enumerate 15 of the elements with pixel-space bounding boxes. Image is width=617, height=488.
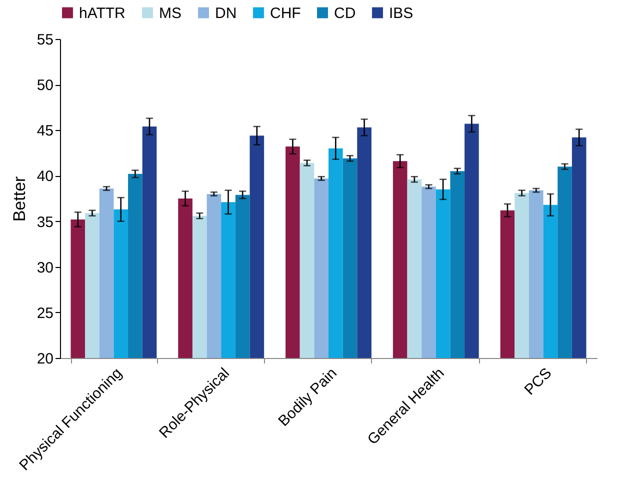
y-tick-label: 25 (36, 304, 54, 322)
y-tick-label: 50 (36, 77, 54, 94)
y-tick-label: 55 (36, 32, 54, 48)
y-tick-label: 20 (36, 350, 54, 368)
y-tick-label: 35 (36, 214, 54, 231)
legend-label: hATTR (79, 4, 126, 22)
legend-label: DN (215, 4, 237, 22)
y-tick-label: 30 (36, 259, 54, 276)
legend-label: MS (159, 4, 182, 22)
y-axis-title: Better (10, 176, 29, 222)
legend-label: CD (334, 4, 356, 22)
legend-label: CHF (270, 4, 301, 22)
legend-label: IBS (389, 4, 414, 22)
y-tick-label: 45 (36, 122, 54, 140)
y-tick-label: 40 (36, 168, 54, 186)
